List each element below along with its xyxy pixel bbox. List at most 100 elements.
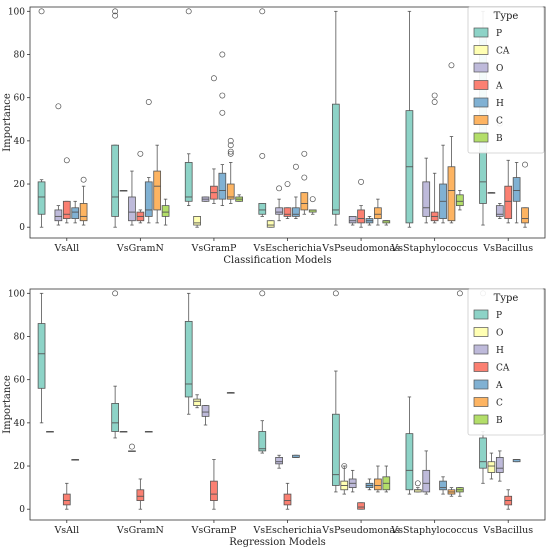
outlier-point [284, 181, 291, 187]
box-CA-VsGramP [193, 216, 201, 228]
x-tick-label: VsAll [53, 243, 79, 254]
legend-swatch [473, 97, 489, 108]
y-tick-label: 60 [14, 376, 26, 386]
box-P-VsEscherichia [258, 290, 267, 454]
outlier-point [185, 8, 192, 15]
box-CA-VsEscherichia [266, 220, 275, 228]
legend-label: O [496, 329, 503, 339]
box-body [348, 216, 357, 224]
legend-swatch [473, 397, 489, 407]
box-B-VsEscherichia [308, 196, 317, 215]
x-tick-label: VsEscherichia [252, 525, 322, 536]
x-tick-label: VsPseudomonas [321, 243, 400, 254]
legend-label: P [496, 29, 502, 39]
box-body [495, 456, 504, 473]
box-H-VsGramP [201, 405, 210, 426]
legend-swatch [473, 115, 489, 125]
box-body [184, 162, 193, 202]
outlier-point [276, 185, 283, 192]
y-axis-label: Importance [2, 93, 13, 152]
box-CA-VsPseudomonas [357, 502, 365, 510]
box-P-VsPseudomonas [331, 290, 340, 493]
x-axis-label: Classification Models [223, 255, 331, 266]
outlier-point [38, 8, 45, 15]
box-body [128, 196, 136, 222]
box-A-VsAll [62, 157, 71, 224]
box-body [331, 103, 340, 215]
box-A-VsEscherichia [292, 454, 300, 458]
box-body [504, 185, 513, 219]
box-P-VsAll [37, 8, 46, 228]
box-A-VsGramP [210, 75, 218, 204]
box-H-VsStaphylococcus [439, 144, 447, 224]
box-body [521, 207, 529, 224]
box-A-VsPseudomonas [357, 178, 365, 228]
outlier-point [227, 148, 234, 155]
outlier-point [259, 290, 266, 297]
outlier-point [292, 163, 299, 170]
box-body [456, 194, 464, 207]
box-body [357, 209, 365, 224]
legend-label: A [495, 82, 503, 92]
box-body [374, 478, 382, 491]
box-body [193, 398, 201, 406]
box-CA-VsAll [62, 482, 71, 510]
box-P-VsGramP [184, 8, 193, 207]
x-axis-label: Regression Models [229, 537, 326, 548]
box-P-VsAll [37, 292, 46, 424]
box-body [218, 172, 227, 200]
legend-label: A [495, 381, 503, 391]
box-B-VsStaphylococcus [456, 290, 464, 497]
box-C-VsPseudomonas [374, 465, 382, 493]
legend-swatch [473, 27, 489, 38]
box-H-VsBacillus [495, 450, 504, 482]
box-body [258, 203, 267, 215]
box-B-VsGramP [235, 194, 244, 202]
box-H-VsPseudomonas [348, 469, 357, 493]
box-body [201, 405, 210, 417]
legend-label: B [496, 134, 503, 144]
box-body [357, 502, 365, 510]
outlier-point [522, 161, 528, 168]
outlier-point [227, 142, 234, 149]
legend-title: Type [494, 11, 519, 22]
box-CA-VsEscherichia [283, 482, 292, 510]
box-O-VsPseudomonas [348, 216, 357, 226]
box-body [79, 203, 88, 222]
legend-swatch [473, 344, 489, 355]
y-tick-label: 100 [8, 7, 25, 17]
box-O-VsBacillus [487, 452, 496, 480]
box-O-VsGramN [128, 170, 136, 226]
box-body [512, 177, 521, 202]
box-body [439, 480, 447, 491]
box-body [292, 207, 300, 217]
box-C-VsEscherichia [300, 150, 309, 215]
box-P-VsStaphylococcus [405, 396, 414, 495]
x-tick-label: VsBacillus [482, 525, 533, 536]
y-tick-label: 80 [14, 50, 26, 60]
legend-swatch [473, 80, 489, 90]
box-O-VsEscherichia [275, 185, 283, 222]
box-body [54, 209, 63, 222]
box-O-VsPseudomonas [340, 463, 349, 495]
outlier-point [456, 290, 463, 297]
box-body [161, 205, 170, 217]
x-tick-label: VsGramP [190, 243, 237, 254]
box-CA-VsBacillus [504, 489, 513, 510]
box-H-VsGramN [144, 99, 153, 224]
outlier-point [145, 99, 152, 105]
box-P-VsPseudomonas [331, 10, 340, 226]
legend-label: CA [496, 47, 510, 57]
legend-title: Type [494, 293, 519, 304]
box-A-VsGramN [136, 150, 145, 224]
box-body [374, 207, 382, 219]
box-body [37, 181, 46, 215]
box-B-VsGramN [161, 198, 170, 226]
box-body [422, 181, 431, 217]
legend-swatch [473, 62, 489, 73]
legend-swatch [473, 132, 489, 143]
outlier-point [219, 51, 226, 58]
box-B-VsPseudomonas [382, 220, 391, 226]
